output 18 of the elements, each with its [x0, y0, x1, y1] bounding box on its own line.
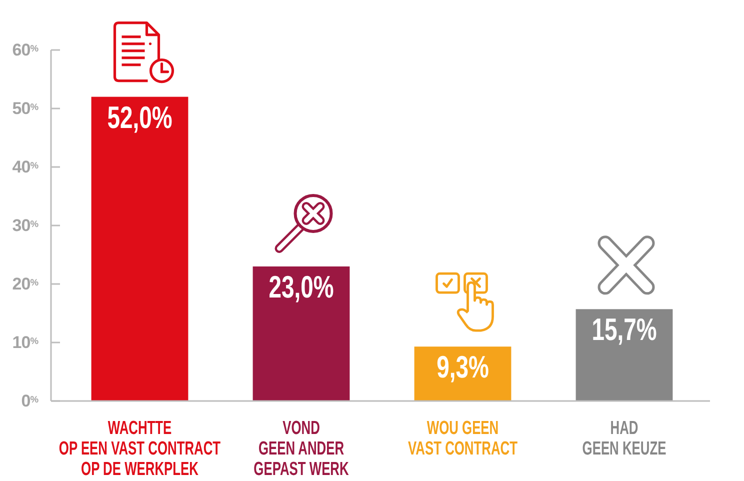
- y-tick-label: 20$^{%}$: [12, 274, 40, 294]
- y-tick-label: 50$^{%}$: [12, 98, 40, 118]
- bar: [252, 266, 350, 401]
- data-label: 15,7%: [592, 312, 657, 347]
- y-tick-label: 40$^{%}$: [12, 157, 40, 176]
- x-tick-label: HAD GEEN KEUZE: [582, 418, 666, 460]
- x-tick-label: VOND GEEN ANDER GEPAST WERK: [254, 418, 350, 480]
- y-tick-label: 30$^{%}$: [12, 216, 40, 235]
- x-tick-label: WACHTTE OP EEN VAST CONTRACT OP DE WERKPLEK: [58, 418, 221, 480]
- data-label: 9,3%: [436, 349, 489, 384]
- y-tick-label: 0$^{%}$: [21, 391, 40, 410]
- data-label: 52,0%: [107, 99, 172, 135]
- bar: [91, 96, 188, 401]
- data-label: 23,0%: [268, 269, 334, 304]
- x-tick-label: WOU GEEN VAST CONTRACT: [408, 418, 518, 460]
- y-tick-label: 10$^{%}$: [12, 332, 40, 352]
- y-tick-label: 60$^{%}$: [12, 40, 40, 60]
- bar: [576, 309, 673, 401]
